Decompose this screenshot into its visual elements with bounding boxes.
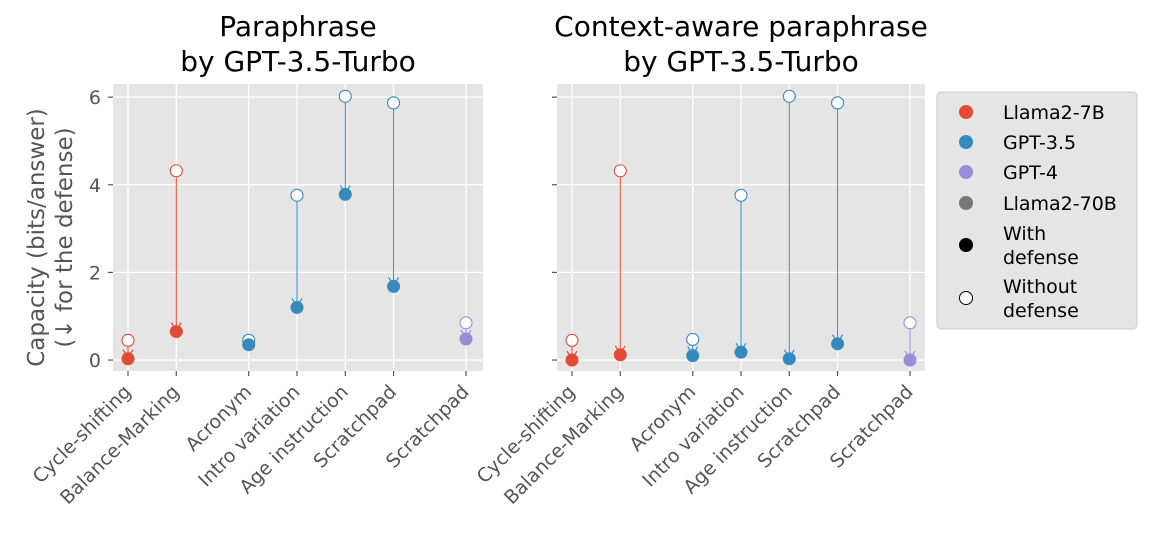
legend: Llama2-7BGPT-3.5GPT-4Llama2-70BWithdefen… <box>936 91 1138 330</box>
legend-marker-llama2-70b <box>959 196 973 210</box>
point-without-defense-balance-marking <box>613 164 627 178</box>
point-without-defense-balance-marking <box>169 164 183 178</box>
y-tick-label: 2 <box>89 262 101 284</box>
chart-title: Context-aware paraphrase <box>554 10 928 43</box>
point-with-defense-scratchpad <box>459 332 473 346</box>
legend-label-without-defense-line2: defense <box>1003 300 1079 322</box>
y-tick-label: 0 <box>89 350 101 372</box>
point-without-defense-scratchpad <box>831 96 845 110</box>
chart-title-line2: by GPT-3.5-Turbo <box>623 45 859 78</box>
legend-marker-with-defense <box>959 238 973 252</box>
point-with-defense-intro-variation <box>290 300 304 314</box>
point-with-defense-acronym <box>242 338 256 352</box>
legend-marker-without-defense <box>959 291 973 305</box>
point-with-defense-balance-marking <box>169 325 183 339</box>
point-without-defense-cycle-shifting <box>565 333 579 347</box>
legend-box <box>936 91 1138 330</box>
point-with-defense-scratchpad <box>387 279 401 293</box>
point-with-defense-cycle-shifting <box>565 353 579 367</box>
point-with-defense-acronym <box>686 349 700 363</box>
y-axis-label-line2: (↓ for the defense) <box>52 127 78 347</box>
point-with-defense-age-instruction <box>782 352 796 366</box>
chart-panel-paraphrase: 0246Cycle-shiftingBalance-MarkingAcronym… <box>24 10 483 509</box>
point-without-defense-scratchpad <box>903 316 917 330</box>
y-tick-label: 6 <box>89 87 101 109</box>
legend-label-with-defense: With <box>1003 223 1046 245</box>
legend-label-without-defense: Without <box>1003 276 1077 298</box>
chart-title: Paraphrase <box>219 10 376 43</box>
legend-marker-gpt-3-5 <box>959 135 973 149</box>
point-with-defense-intro-variation <box>734 345 748 359</box>
point-with-defense-cycle-shifting <box>121 352 135 366</box>
point-without-defense-age-instruction <box>782 89 796 103</box>
legend-label-llama2-7b: Llama2-7B <box>1003 102 1105 124</box>
chart-panel-context-aware: Cycle-shiftingBalance-MarkingAcronymIntr… <box>473 10 928 509</box>
point-without-defense-scratchpad <box>459 316 473 330</box>
legend-label-gpt-3-5: GPT-3.5 <box>1003 132 1076 154</box>
plot-area <box>113 84 483 371</box>
legend-marker-llama2-7b <box>959 105 973 119</box>
point-with-defense-balance-marking <box>613 348 627 362</box>
point-without-defense-scratchpad <box>387 96 401 110</box>
y-tick-label: 4 <box>89 175 101 197</box>
point-without-defense-intro-variation <box>734 188 748 202</box>
legend-label-llama2-70b: Llama2-70B <box>1003 193 1117 215</box>
point-with-defense-scratchpad <box>903 353 917 367</box>
point-without-defense-age-instruction <box>338 89 352 103</box>
point-with-defense-age-instruction <box>338 187 352 201</box>
point-with-defense-scratchpad <box>831 337 845 351</box>
point-without-defense-cycle-shifting <box>121 333 135 347</box>
point-without-defense-intro-variation <box>290 188 304 202</box>
legend-label-with-defense-line2: defense <box>1003 247 1079 269</box>
y-axis-label: Capacity (bits/answer) <box>24 108 50 367</box>
point-without-defense-acronym <box>686 332 700 347</box>
legend-label-gpt-4: GPT-4 <box>1003 162 1058 184</box>
legend-marker-gpt-4 <box>959 165 973 179</box>
chart-title-line2: by GPT-3.5-Turbo <box>180 45 416 78</box>
